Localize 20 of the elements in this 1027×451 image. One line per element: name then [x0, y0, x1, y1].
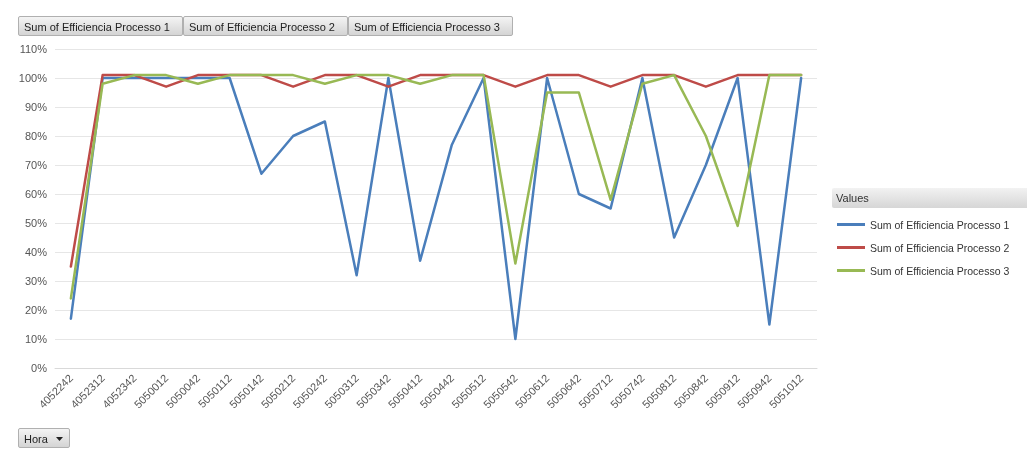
text: Hora	[24, 433, 48, 445]
y-tick-label: 30%	[24, 275, 48, 287]
text: Sum of Efficiencia Processo 2	[183, 16, 348, 36]
y-tick-label: 20%	[24, 304, 48, 316]
text: Sum of Efficiencia Processo 3	[348, 16, 513, 36]
y-tick-label: 70%	[24, 159, 48, 171]
legend-label: Sum of Efficiencia Processo 3	[870, 264, 1010, 277]
y-tick-label: 50%	[24, 217, 48, 229]
legend-label: Sum of Efficiencia Processo 1	[870, 218, 1010, 231]
y-tick-label: 40%	[24, 246, 48, 258]
y-tick-label: 90%	[24, 101, 48, 113]
y-tick-label: 110%	[19, 43, 48, 55]
text: Sum of Efficiencia Processo 1	[18, 16, 183, 36]
y-tick-label: 10%	[24, 333, 48, 345]
y-tick-label: 100%	[18, 72, 48, 84]
y-tick-label: 80%	[24, 130, 48, 142]
y-tick-label: 60%	[24, 188, 48, 200]
legend-title: Values	[832, 188, 1027, 208]
legend-label: Sum of Efficiencia Processo 2	[870, 241, 1010, 254]
y-tick-label: 0%	[31, 362, 48, 374]
